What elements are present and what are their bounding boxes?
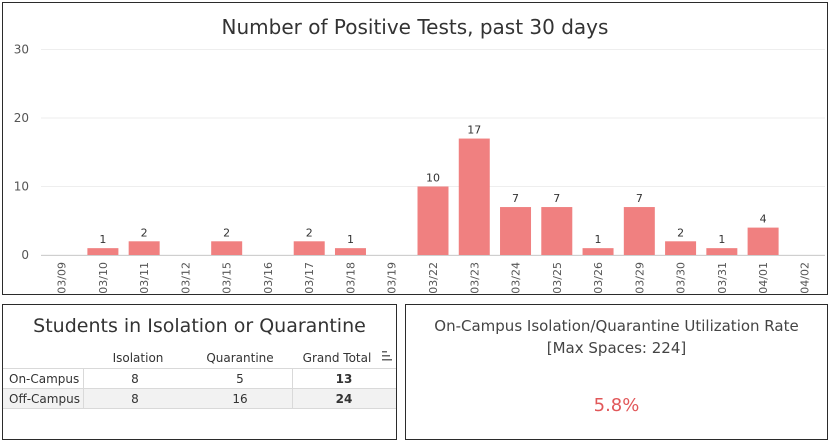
data-label: 1 [595, 233, 602, 246]
data-label: 7 [553, 192, 560, 205]
column-divider [292, 368, 293, 409]
x-tick-label: 03/23 [468, 262, 481, 294]
chart-title: Number of Positive Tests, past 30 days [221, 15, 609, 39]
sort-descending-icon[interactable] [381, 350, 393, 362]
data-label: 2 [677, 226, 684, 239]
bar [706, 248, 738, 255]
data-label: 10 [426, 172, 440, 185]
x-tick-label: 03/25 [551, 262, 564, 294]
data-label: 2 [141, 226, 148, 239]
bar [541, 207, 573, 255]
bar [293, 241, 325, 255]
x-tick-label: 03/22 [427, 262, 440, 294]
cell-on-campus-total: 13 [335, 372, 353, 386]
data-label: 2 [306, 226, 313, 239]
row-label-off-campus: Off-Campus [9, 392, 80, 406]
data-label: 17 [467, 124, 481, 137]
positive-tests-chart-panel: 0 10 20 30 03/09 1 03/10 2 03/11 03/12 2 03/15 03/16… [2, 2, 828, 295]
x-tick-label: 03/12 [179, 262, 192, 294]
x-tick-label: 03/30 [675, 262, 688, 294]
x-tick-label: 03/09 [56, 262, 69, 294]
data-label: 1 [718, 233, 725, 246]
x-tick-label: 03/29 [633, 262, 646, 294]
bar [458, 138, 490, 255]
cell-on-campus-quarantine: 5 [236, 372, 244, 386]
x-tick-label: 03/10 [97, 262, 110, 294]
utilization-rate-panel: On-Campus Isolation/Quarantine Utilizati… [405, 304, 828, 440]
column-divider [83, 368, 84, 409]
x-tick-label: 04/02 [798, 262, 811, 294]
x-tick-label: 03/17 [303, 262, 316, 294]
row-divider [3, 408, 396, 409]
bar [211, 241, 243, 255]
cell-on-campus-isolation: 8 [131, 372, 139, 386]
y-tick-label: 10 [14, 180, 29, 194]
bar [87, 248, 119, 255]
header-quarantine[interactable]: Quarantine [206, 351, 274, 365]
header-grand-total[interactable]: Grand Total [302, 351, 372, 365]
x-tick-label: 04/01 [757, 262, 770, 294]
y-tick-label: 20 [14, 111, 29, 125]
positive-tests-chart: 0 10 20 30 03/09 1 03/10 2 03/11 03/12 2 03/15 03/16… [14, 43, 825, 294]
bar [747, 227, 779, 255]
y-tick-label: 30 [14, 43, 29, 57]
x-tick-label: 03/19 [386, 262, 399, 294]
utilization-max-spaces: [Max Spaces: 224] [546, 339, 687, 357]
x-tick-label: 03/16 [262, 262, 275, 294]
row-label-on-campus: On-Campus [9, 372, 80, 386]
row-divider [3, 368, 396, 369]
header-isolation[interactable]: Isolation [112, 351, 164, 365]
row-divider [3, 388, 396, 389]
data-label: 7 [636, 192, 643, 205]
cell-off-campus-isolation: 8 [131, 392, 139, 406]
utilization-title: On-Campus Isolation/Quarantine Utilizati… [406, 315, 827, 359]
bar [500, 207, 532, 255]
table-title: Students in Isolation or Quarantine [33, 315, 366, 337]
data-label: 4 [760, 213, 767, 226]
bar [582, 248, 614, 255]
x-tick-label: 03/26 [592, 262, 605, 294]
bar [128, 241, 160, 255]
cell-off-campus-total: 24 [335, 392, 353, 406]
table-row[interactable] [3, 369, 396, 389]
bar [334, 248, 366, 255]
y-tick-label: 0 [21, 248, 29, 262]
x-tick-label: 03/15 [221, 262, 234, 294]
table-row[interactable] [3, 389, 396, 409]
bar [417, 186, 449, 255]
x-tick-label: 03/11 [138, 262, 151, 294]
x-tick-label: 03/31 [716, 262, 729, 294]
utilization-rate-value: 5.8% [593, 395, 640, 416]
data-label: 1 [347, 233, 354, 246]
isolation-quarantine-table-panel: Students in Isolation or Quarantine Isol… [2, 304, 397, 440]
data-label: 2 [223, 226, 230, 239]
bar [665, 241, 697, 255]
x-tick-label: 03/18 [344, 262, 357, 294]
bar [623, 207, 655, 255]
x-tick-label: 03/24 [510, 262, 523, 294]
data-label: 1 [99, 233, 106, 246]
data-label: 7 [512, 192, 519, 205]
cell-off-campus-quarantine: 16 [232, 392, 248, 406]
utilization-title-line1: On-Campus Isolation/Quarantine Utilizati… [434, 317, 799, 335]
